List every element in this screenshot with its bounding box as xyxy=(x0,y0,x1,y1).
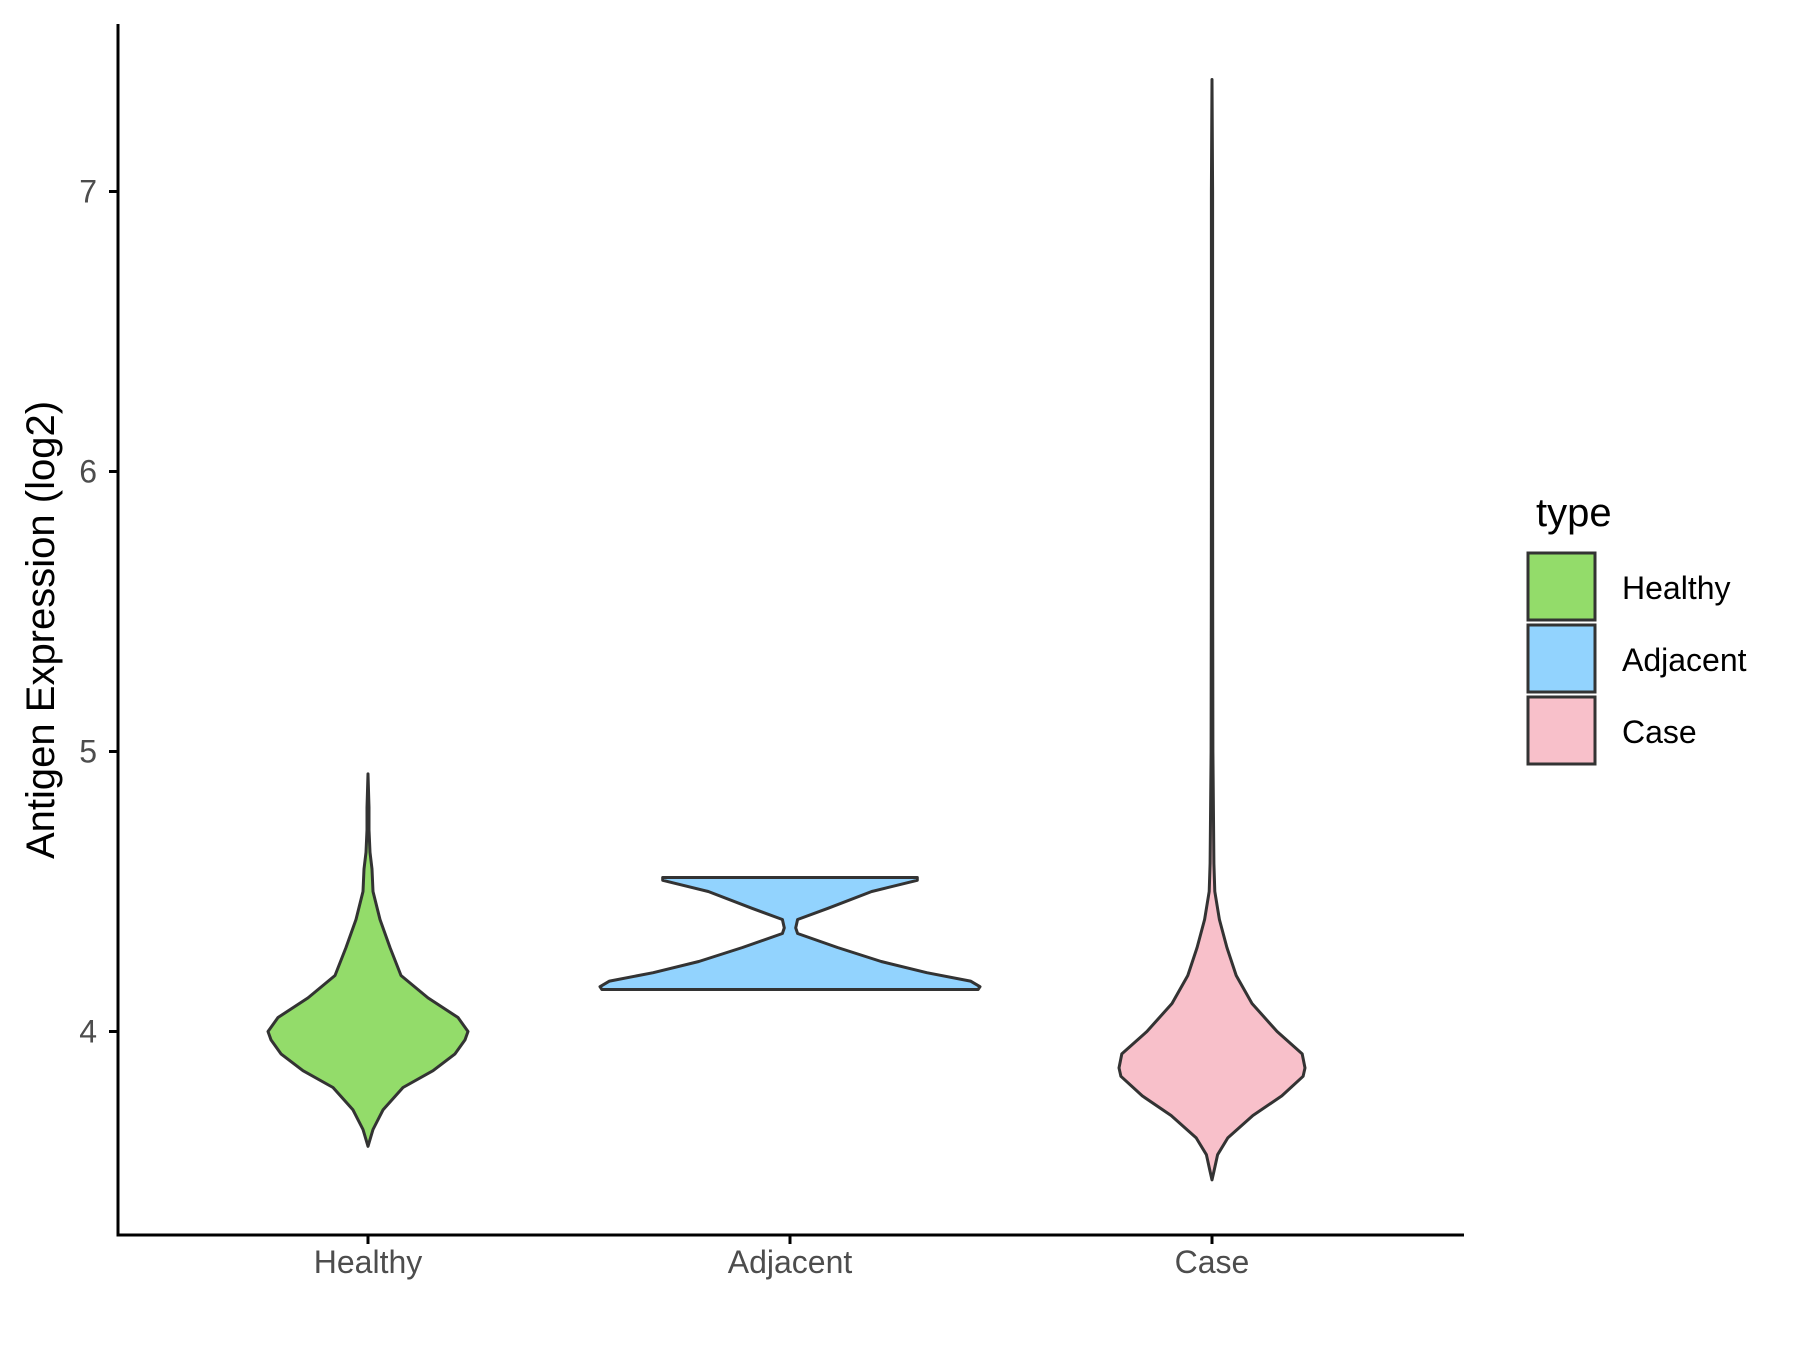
legend-items: Healthy Adjacent Case xyxy=(1526,551,1747,766)
y-tick-label: 5 xyxy=(79,734,97,770)
y-tick-label: 6 xyxy=(79,454,97,490)
legend: type Healthy Adjacent Case xyxy=(1526,491,1747,766)
legend-label-healthy: Healthy xyxy=(1622,570,1731,606)
legend-title: type xyxy=(1536,491,1612,535)
legend-label-case: Case xyxy=(1622,714,1697,750)
legend-swatch-adjacent xyxy=(1526,623,1597,694)
y-axis-title: Antigen Expression (log2) xyxy=(19,401,63,859)
violin-case xyxy=(1117,78,1307,1182)
violin-healthy xyxy=(266,772,470,1148)
legend-label-adjacent: Adjacent xyxy=(1622,642,1747,678)
violin-layer xyxy=(266,78,1307,1182)
x-axis: Healthy Adjacent Case xyxy=(116,1233,1464,1280)
x-tick-label: Healthy xyxy=(314,1244,423,1280)
x-tick-label: Adjacent xyxy=(728,1244,853,1280)
legend-swatch-case xyxy=(1526,695,1597,766)
y-tick-label: 4 xyxy=(79,1014,97,1050)
x-tick-label: Case xyxy=(1175,1244,1250,1280)
violin-adjacent xyxy=(598,876,982,991)
y-axis: 4 5 6 7 xyxy=(79,24,120,1235)
y-tick-label: 7 xyxy=(79,174,97,210)
legend-swatch-healthy xyxy=(1526,551,1597,622)
y-ticks: 4 5 6 7 xyxy=(79,174,118,1050)
x-ticks: Healthy Adjacent Case xyxy=(314,1235,1250,1280)
